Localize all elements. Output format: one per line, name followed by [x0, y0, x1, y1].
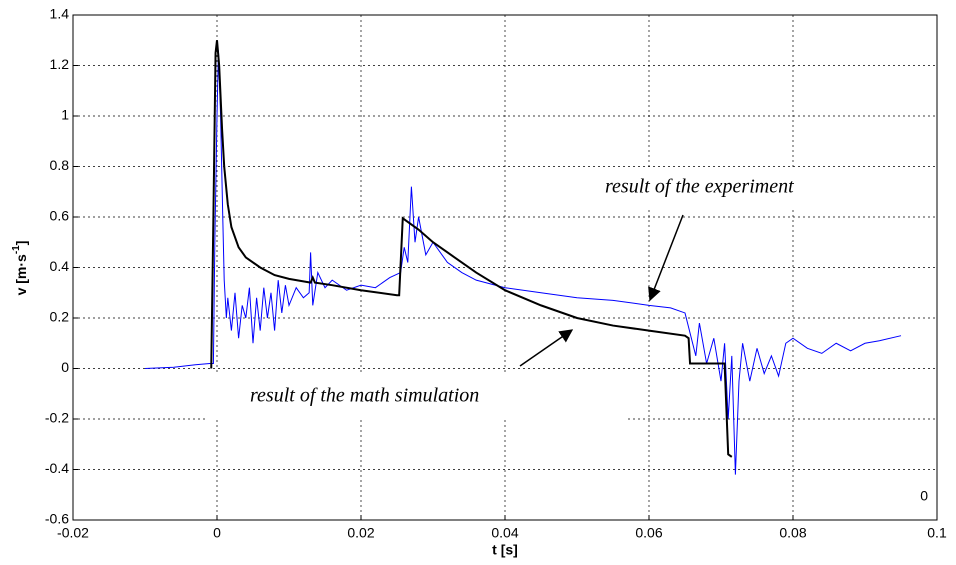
y-tick-label: 0 — [61, 359, 69, 375]
x-tick-label: 0.06 — [635, 525, 662, 541]
y-axis-label-sup: -1 — [11, 245, 22, 254]
series-line — [210, 40, 733, 458]
y-tick-label: 0.8 — [50, 157, 70, 173]
x-tick-label: 0.1 — [927, 525, 947, 541]
y-axis-label: v [m·s-1] — [11, 241, 29, 296]
arrow — [648, 214, 684, 302]
x-tick-label: 0.04 — [491, 525, 518, 541]
annotation-box — [205, 372, 625, 420]
plot-frame — [72, 14, 938, 521]
y-tick-label: -0.6 — [45, 511, 69, 527]
y-tick-label: 1 — [61, 107, 69, 123]
y-tick-label: 1.4 — [50, 6, 70, 22]
annotation-box — [560, 168, 880, 208]
x-tick-label: -0.02 — [57, 525, 89, 541]
x-tick-label: 0.08 — [779, 525, 806, 541]
y-tick-label: -0.4 — [45, 460, 69, 476]
y-axis-label-end: ] — [13, 241, 29, 246]
annotation: result of the math simulation — [250, 385, 479, 407]
x-tick-label: 0.02 — [347, 525, 374, 541]
x-tick-label: 0 — [213, 525, 221, 541]
x-axis-label: t [s] — [492, 542, 518, 558]
y-tick-label: 0.2 — [50, 309, 70, 325]
annotation: result of the experiment — [605, 176, 794, 198]
y-tick-label: 0.4 — [50, 258, 70, 274]
corner-label: 0 — [920, 488, 928, 504]
y-tick-label: -0.2 — [45, 410, 69, 426]
arrow — [519, 329, 574, 367]
y-tick-label: 1.2 — [50, 56, 70, 72]
y-axis-label-main: v [m·s — [13, 254, 29, 295]
y-tick-label: 0.6 — [50, 208, 70, 224]
